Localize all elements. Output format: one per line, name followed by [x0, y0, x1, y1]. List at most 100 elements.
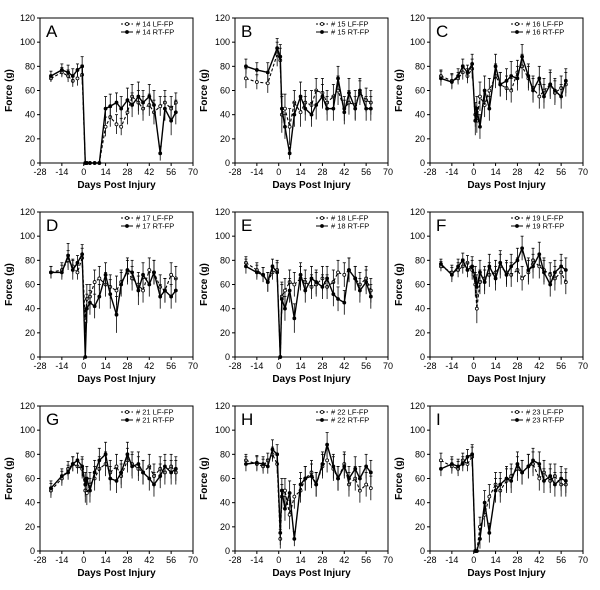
x-tick-label: -28: [423, 361, 436, 371]
data-point: [88, 488, 92, 493]
data-point: [520, 470, 525, 475]
series-rt-fp: [439, 44, 568, 139]
data-point: [364, 280, 369, 284]
data-point: [478, 537, 482, 541]
data-point: [347, 476, 351, 481]
y-tick-label: 100: [20, 37, 35, 47]
data-point: [509, 74, 514, 78]
data-point: [114, 464, 119, 469]
data-point: [125, 268, 130, 272]
data-point: [504, 476, 509, 481]
data-point: [542, 479, 546, 483]
data-point: [97, 161, 102, 165]
legend: # 16 LF-FP# 16 RT-FP: [511, 20, 564, 37]
data-point: [283, 288, 287, 293]
data-point: [298, 482, 303, 487]
panel-letter: D: [46, 216, 58, 235]
data-point: [298, 110, 303, 115]
chart-panel-g: -28 -14 0 14 28 42 56 70 0 20 40 60 80 100 120 Days Pos…: [4, 401, 198, 579]
data-point: [75, 270, 80, 275]
data-point: [275, 46, 280, 51]
y-tick-label: 120: [410, 207, 425, 217]
data-point: [49, 270, 53, 275]
y-tick-label: 100: [215, 425, 230, 435]
y-tick-label: 20: [415, 522, 425, 532]
data-point: [125, 98, 130, 103]
y-tick-label: 40: [415, 498, 425, 508]
data-point: [487, 106, 492, 111]
chart-panel-a: -28 -14 0 14 28 42 56 70 0 20 40 60 80 100 120 Days Pos…: [4, 13, 198, 191]
data-point: [336, 76, 340, 81]
data-point: [278, 530, 283, 535]
data-point: [298, 94, 303, 99]
y-tick-label: 100: [215, 37, 230, 47]
x-tick-label: -14: [445, 361, 458, 371]
data-point: [473, 276, 478, 281]
x-tick-label: 14: [491, 555, 501, 565]
legend-marker: [125, 30, 129, 34]
data-point: [563, 268, 568, 272]
data-point: [325, 106, 330, 111]
data-point: [70, 74, 75, 78]
legend: # 15 LF-FP# 15 RT-FP: [316, 20, 369, 37]
data-point: [136, 94, 141, 99]
data-point: [103, 272, 108, 277]
data-point: [287, 151, 292, 156]
data-point: [342, 300, 347, 305]
x-tick-label: 70: [383, 555, 393, 565]
y-tick-label: 80: [220, 255, 230, 265]
x-axis-title: Days Post Injury: [272, 180, 351, 191]
y-tick-label: 100: [410, 231, 425, 241]
data-point: [552, 482, 557, 487]
x-tick-label: -14: [55, 361, 68, 371]
data-point: [368, 470, 373, 475]
data-point: [147, 476, 152, 481]
x-tick-label: 42: [534, 555, 544, 565]
y-tick-label: 120: [20, 401, 35, 411]
data-point: [342, 464, 347, 469]
plot-frame: [39, 17, 194, 164]
data-point: [526, 464, 531, 469]
data-point: [314, 280, 319, 284]
y-tick-label: 100: [20, 425, 35, 435]
series-line: [245, 52, 372, 127]
series-rt-fp: [49, 441, 178, 503]
data-point: [342, 110, 347, 115]
y-tick-label: 40: [220, 110, 230, 120]
legend: # 22 LF-FP# 22 RT-FP: [316, 408, 369, 425]
data-point: [439, 466, 443, 471]
chart-panel-b: -28 -14 0 14 28 42 56 70 0 20 40 60 80 100 120 Days Pos…: [199, 13, 393, 191]
data-point: [162, 464, 167, 469]
x-tick-label: 42: [534, 361, 544, 371]
data-point: [119, 282, 124, 287]
data-point: [108, 104, 113, 109]
legend-label: # 23 RT-FP: [526, 416, 564, 425]
data-point: [493, 488, 498, 493]
x-tick-label: 70: [188, 167, 198, 177]
y-tick-label: 40: [415, 110, 425, 120]
data-point: [49, 74, 53, 78]
series-rt-fp: [49, 56, 178, 165]
series-line: [440, 65, 567, 121]
x-tick-label: 14: [101, 555, 111, 565]
x-tick-label: 28: [122, 167, 132, 177]
x-tick-label: 14: [296, 361, 306, 371]
data-point: [357, 88, 362, 93]
legend-label: # 19 LF-FP: [526, 214, 564, 223]
data-point: [537, 94, 542, 99]
legend-marker: [125, 224, 129, 228]
series-rt-fp: [439, 444, 568, 553]
x-tick-label: 42: [144, 555, 154, 565]
data-point: [265, 81, 270, 86]
x-tick-label: 70: [578, 555, 588, 565]
data-point: [141, 100, 145, 105]
data-point: [103, 106, 108, 111]
legend-marker: [515, 216, 519, 220]
chart-panel-h: -28 -14 0 14 28 42 56 70 0 20 40 60 80 100 120 Days Pos…: [199, 401, 393, 579]
legend: # 14 LF-FP# 14 RT-FP: [121, 20, 174, 37]
y-tick-label: 100: [410, 425, 425, 435]
legend: # 21 LF-FP# 21 RT-FP: [121, 408, 174, 425]
data-point: [478, 94, 482, 99]
data-point: [66, 70, 71, 75]
data-point: [158, 474, 163, 478]
